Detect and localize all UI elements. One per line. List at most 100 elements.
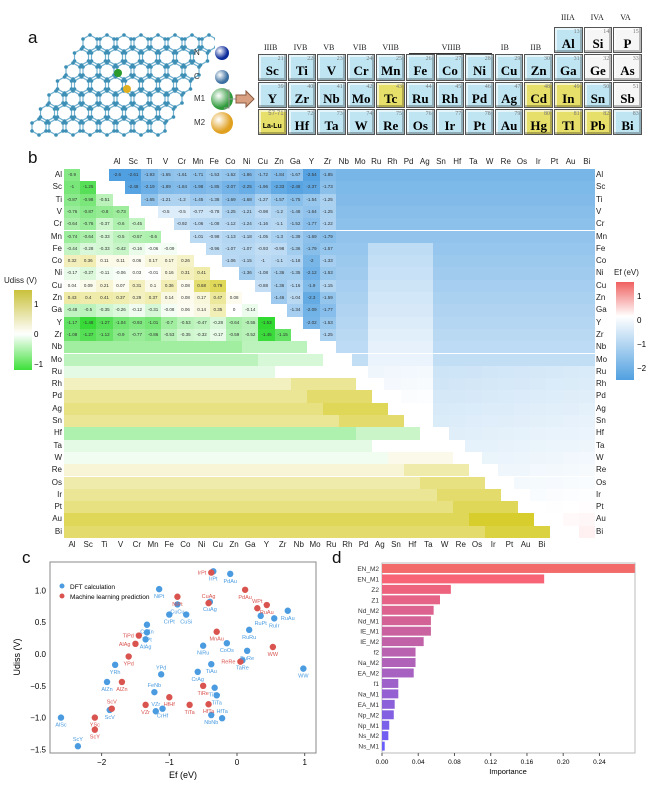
carbon-atom — [113, 103, 118, 107]
udiss-cell — [193, 378, 210, 391]
udiss-cell — [371, 415, 388, 428]
udiss-cell — [209, 415, 226, 428]
group-label: IB — [500, 43, 509, 52]
udiss-cell — [420, 451, 437, 465]
udiss-cell — [145, 427, 162, 440]
carbon-atom — [139, 117, 143, 121]
group-label: VB — [323, 43, 335, 52]
ef-cell — [546, 415, 563, 428]
udiss-cell — [80, 365, 97, 379]
carbon-atom — [197, 37, 201, 41]
ef-cell — [562, 390, 579, 403]
row-label-left: V — [56, 206, 62, 216]
udiss-cell — [193, 365, 210, 379]
carbon-atom — [88, 89, 92, 93]
udiss-cell — [404, 525, 421, 538]
point-label: ScV — [105, 715, 115, 721]
carbon-atom — [112, 129, 116, 133]
udiss-cell — [307, 402, 324, 415]
udiss-cell — [226, 365, 243, 379]
udiss-cell — [209, 353, 226, 366]
ef-cell — [449, 304, 466, 317]
udiss-cell — [96, 439, 113, 452]
element-symbol: Tc — [384, 90, 398, 106]
data-point — [254, 605, 261, 612]
carbon-atom — [181, 47, 186, 51]
carbon-atom — [98, 37, 102, 41]
udiss-cell — [242, 415, 259, 428]
row-label-right: Y — [596, 317, 602, 327]
importance-bar — [382, 658, 416, 667]
carbon-atom — [44, 121, 48, 125]
ef-cell — [530, 378, 547, 391]
ef-cell — [514, 292, 531, 305]
ef-cell: -0.5 — [173, 205, 190, 219]
element-symbol: Mo — [351, 90, 371, 106]
ef-cell — [449, 341, 466, 354]
ef-cell — [481, 304, 498, 317]
y-tick-label: 0.0 — [35, 650, 47, 659]
udiss-cell — [274, 525, 291, 538]
ef-cell — [368, 279, 385, 292]
point-label: RuAu — [281, 616, 295, 622]
element-symbol: Al — [561, 36, 575, 51]
carbon-atom — [96, 47, 101, 51]
carbon-atom — [115, 121, 119, 125]
udiss-cell — [242, 427, 259, 440]
data-point — [186, 701, 193, 709]
category-label: f1 — [374, 681, 380, 688]
udiss-cell: -0.17 — [209, 328, 226, 342]
column-label-bottom: Os — [471, 540, 483, 549]
udiss-cell — [371, 525, 388, 538]
udiss-cell — [193, 402, 210, 415]
ef-cell — [497, 230, 514, 243]
data-point — [174, 593, 181, 600]
ef-cell — [335, 279, 352, 292]
point-label: IrPt — [198, 571, 207, 577]
column-label-bottom: Au — [520, 540, 531, 549]
carbon-atom — [105, 117, 109, 121]
udiss-cell: -0.26 — [112, 304, 129, 317]
udiss-cell — [128, 415, 145, 428]
udiss-cell — [323, 439, 340, 452]
ef-cell — [514, 365, 531, 379]
data-point — [243, 647, 251, 655]
column-label-bottom: Co — [180, 540, 191, 549]
hexagon — [167, 90, 183, 108]
udiss-cell — [177, 501, 194, 514]
carbon-atom — [89, 79, 94, 83]
udiss-cell — [258, 353, 275, 366]
importance-bar-chart: EN_M2EN_M1Z2Z1Nd_M2Nd_M1IE_M1IE_M2f2Na_M… — [357, 562, 636, 776]
data-point — [143, 621, 151, 628]
udiss-cell — [209, 439, 226, 452]
data-point — [205, 701, 212, 708]
udiss-cell: 0.08 — [226, 292, 243, 305]
row-label-left: Hf — [54, 428, 62, 438]
element-symbol: Hg — [530, 117, 547, 133]
ef-cell — [368, 181, 385, 194]
column-label-bottom: Ru — [326, 540, 337, 549]
element-symbol: Nb — [323, 90, 340, 106]
ef-cell — [465, 402, 482, 415]
ef-cell — [497, 292, 514, 305]
ef-cell — [578, 451, 595, 465]
ef-cell: -1.69 — [222, 193, 239, 206]
carbon-atom — [156, 61, 160, 65]
legend-marker — [59, 593, 65, 599]
carbon-atom — [197, 73, 201, 77]
element-symbol: Bi — [621, 117, 634, 133]
carbon-atom — [98, 65, 102, 69]
udiss-cell: -0.7 — [161, 316, 178, 329]
udiss-cell — [258, 513, 275, 526]
udiss-cell — [112, 390, 129, 403]
ef-cell — [497, 193, 514, 206]
m1-atom — [114, 69, 122, 77]
group-label: IIB — [530, 43, 542, 52]
udiss-cell — [274, 501, 291, 514]
ef-cell — [433, 218, 450, 231]
carbon-atom — [86, 107, 91, 111]
data-point — [91, 714, 99, 721]
atom-c-icon — [215, 70, 229, 84]
udiss-cell — [533, 525, 550, 538]
